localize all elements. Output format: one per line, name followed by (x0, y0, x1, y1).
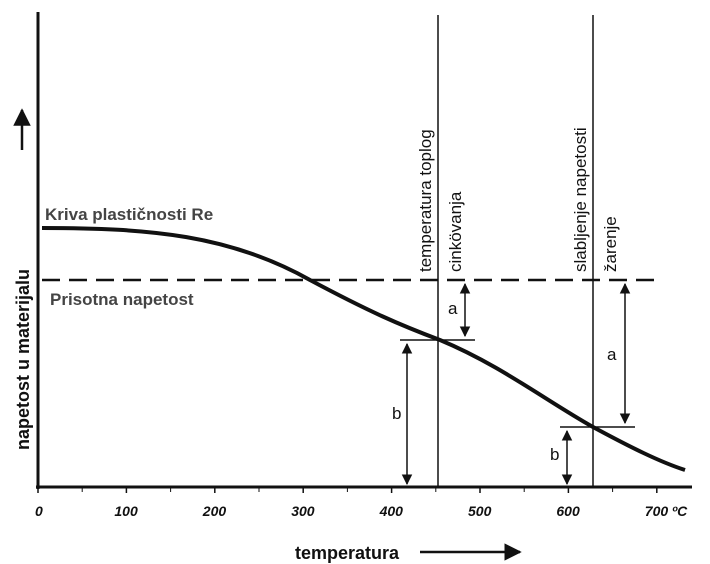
x-tick-label: 300 (291, 503, 315, 519)
a1: a (448, 299, 458, 318)
x-tick-label: 700 ºC (645, 503, 688, 519)
line2-top: slabljenje napetosti (571, 127, 590, 272)
x-tick-label: 0 (35, 503, 43, 519)
x-label: temperatura (295, 543, 400, 563)
ticks: 0 100 200 300 400 500 600 700 ºC (35, 487, 688, 519)
lines (13, 12, 692, 561)
curve (41, 226, 686, 472)
curve-label: Kriva plastičnosti Re (45, 205, 213, 224)
line1-bottom: cinkövanja (446, 191, 465, 272)
x-tick-label: 500 (468, 503, 492, 519)
x-tick-label: 400 (379, 503, 404, 519)
line2-bottom: žarenje (601, 216, 620, 272)
b1: b (392, 404, 401, 423)
y-label: napetost u materijalu (13, 269, 33, 450)
x-tick-label: 200 (202, 503, 227, 519)
stress-label: Prisotna napetost (50, 290, 194, 309)
a2: a (607, 345, 617, 364)
line1-top: temperatura toplog (416, 129, 435, 272)
b2: b (550, 445, 559, 464)
x-tick-label: 600 (556, 503, 580, 519)
x-tick-label: 100 (114, 503, 138, 519)
